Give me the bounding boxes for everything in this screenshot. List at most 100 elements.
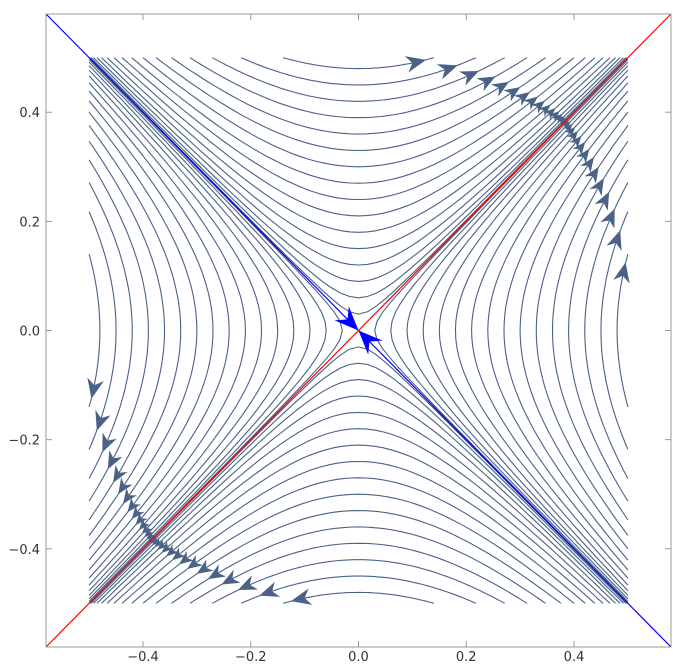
stream-line — [89, 57, 628, 315]
stream-arrow — [548, 111, 560, 122]
stream-line — [90, 57, 627, 299]
stream-arrow — [196, 559, 214, 574]
stream-line — [88, 65, 295, 596]
stream-line — [142, 493, 575, 604]
stream-arrow — [118, 477, 133, 495]
stream-arrow — [613, 262, 630, 284]
stream-line — [487, 90, 629, 571]
stream-line — [171, 57, 546, 135]
stream-line — [240, 57, 477, 86]
y-axis-ticks: −0.4 −0.2 0.0 0.2 0.4 — [8, 106, 671, 558]
stream-arrow — [187, 555, 204, 569]
stream-line — [88, 57, 343, 604]
stream-arrow — [580, 157, 594, 173]
stream-line — [519, 111, 629, 550]
stream-line — [282, 57, 435, 70]
stream-arrow — [123, 488, 137, 504]
stream-line — [240, 575, 477, 604]
x-tick-label: −0.2 — [235, 650, 267, 664]
stream-line — [189, 542, 528, 604]
x-axis-ticks: −0.4 −0.2 0.0 0.2 0.4 — [127, 14, 584, 664]
y-tick-label: −0.2 — [8, 434, 40, 449]
stream-line — [88, 59, 327, 602]
stream-arrow — [530, 100, 545, 114]
stream-arrow — [259, 581, 281, 597]
stream-line — [88, 90, 230, 571]
stream-line — [121, 57, 596, 201]
stream-arrow — [138, 517, 151, 531]
y-tick-label: −0.4 — [8, 543, 40, 558]
stream-arrow — [523, 96, 538, 111]
stream-line — [101, 411, 616, 604]
stream-line — [374, 57, 629, 604]
stream-arrow — [221, 569, 241, 585]
separatrix-arrow — [358, 330, 383, 355]
stream-line — [422, 65, 629, 596]
x-tick-label: −0.4 — [127, 650, 159, 664]
x-tick-label: 0.0 — [348, 650, 369, 664]
stream-arrow — [152, 535, 162, 546]
stream-line — [93, 57, 624, 282]
stream-arrow — [589, 178, 604, 197]
stream-arrow — [95, 410, 111, 431]
stream-arrow — [557, 117, 567, 126]
y-tick-label: 0.2 — [19, 215, 40, 230]
stream-line — [584, 182, 629, 479]
stream-arrow — [606, 230, 622, 251]
stream-arrow — [172, 547, 187, 561]
y-tick-label: 0.4 — [19, 106, 40, 121]
stream-arrow — [131, 505, 145, 520]
stream-arrow — [150, 535, 160, 544]
stream-line — [212, 559, 505, 604]
stream-line — [88, 125, 182, 536]
stream-arrow — [476, 76, 496, 92]
stream-line — [113, 444, 604, 604]
stream-lines — [87, 56, 630, 605]
stream-arrow — [113, 464, 128, 483]
stream-line — [282, 591, 435, 604]
stream-line — [89, 346, 628, 604]
x-tick-label: 0.2 — [456, 650, 477, 664]
stream-line — [438, 69, 629, 592]
stream-arrow — [555, 115, 565, 126]
stream-arrow — [543, 108, 556, 120]
stream-line — [88, 253, 101, 408]
stream-line — [212, 57, 505, 102]
stream-line — [600, 211, 629, 450]
stream-line — [155, 510, 562, 604]
stream-line — [142, 57, 575, 168]
stream-arrow — [503, 87, 521, 102]
stream-arrow — [566, 130, 579, 144]
stream-line — [551, 140, 629, 521]
stream-line — [93, 379, 624, 604]
stream-arrow — [564, 126, 576, 139]
stream-arrow — [584, 166, 599, 184]
highlight-arrows — [334, 306, 383, 355]
stream-line — [96, 395, 621, 604]
stream-arrow — [290, 588, 313, 605]
x-tick-label: 0.4 — [564, 650, 585, 664]
stream-line — [88, 75, 263, 586]
stream-line — [131, 477, 586, 604]
stream-arrow — [102, 432, 117, 453]
separatrix-arrow — [334, 306, 359, 331]
stream-line — [106, 428, 611, 604]
stream-line — [88, 182, 133, 479]
stream-arrow — [161, 541, 174, 553]
stream-arrow — [154, 537, 165, 548]
stream-line — [88, 69, 279, 592]
stream-line — [88, 140, 166, 521]
stream-arrow — [107, 450, 123, 470]
stream-arrow — [552, 113, 563, 124]
stream-arrow — [141, 522, 153, 535]
stream-line — [155, 57, 562, 151]
stream-line — [106, 57, 611, 233]
stream-line — [171, 526, 546, 604]
stream-arrow — [144, 526, 155, 538]
stream-arrow — [135, 512, 148, 526]
stream-line — [189, 57, 528, 119]
stream-line — [88, 82, 246, 579]
stream-arrow — [146, 530, 156, 540]
stream-line — [88, 111, 198, 550]
stream-arrow — [561, 121, 571, 131]
